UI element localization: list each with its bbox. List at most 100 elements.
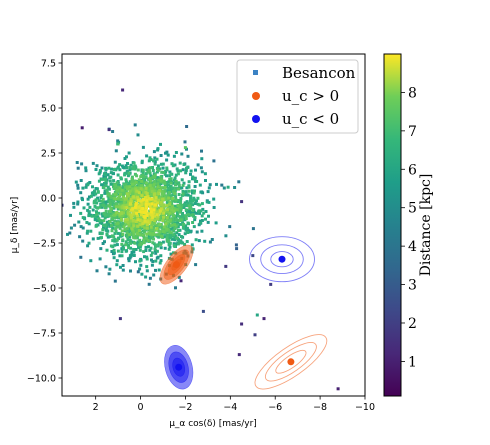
besancon-point [109,182,113,186]
uc-negative-ellipse [249,236,315,283]
besancon-point [174,224,178,228]
besancon-point [228,225,232,229]
besancon-point [153,193,156,197]
besancon-point [107,166,111,170]
colorbar-tick-label: 5 [408,201,417,217]
besancon-point [130,177,134,181]
besancon-point [158,222,162,226]
besancon-point [175,231,179,235]
besancon-point [123,206,127,209]
besancon-point [186,213,190,216]
besancon-point [165,236,169,240]
besancon-point [123,215,127,219]
besancon-point [131,207,135,211]
besancon-point [167,239,171,242]
besancon-point [105,248,109,252]
besancon-point [195,211,199,215]
besancon-point [88,181,92,184]
x-tick-label: −6 [268,402,282,413]
besancon-point [168,174,172,178]
besancon-point [130,175,134,179]
besancon-point [132,210,136,214]
besancon-point [148,205,152,209]
x-tick-label: −10 [355,402,375,413]
besancon-point [101,214,105,218]
besancon-point [145,255,149,259]
besancon-point [74,180,78,184]
besancon-point [220,183,224,187]
besancon-point [79,191,83,195]
besancon-point [186,154,190,158]
besancon-point [148,239,152,243]
besancon-point [125,196,129,200]
besancon-point [91,237,95,241]
besancon-point [116,221,120,225]
besancon-point [186,231,190,234]
besancon-point [116,173,120,177]
besancon-point [143,224,147,228]
besancon-point [133,167,137,171]
besancon-point [150,202,154,206]
colorbar-tick-label: 8 [408,85,417,101]
besancon-point [166,198,170,202]
besancon-outlier-point [116,142,120,146]
besancon-point [138,245,142,249]
besancon-point [148,184,152,188]
besancon-point [162,170,165,174]
besancon-point [129,246,133,250]
uc-positive-point [287,358,295,366]
besancon-point [169,177,173,181]
besancon-point [200,214,204,218]
besancon-point [174,217,178,221]
besancon-point [86,183,90,187]
besancon-point [177,187,180,191]
besancon-point [159,162,163,166]
besancon-point [156,147,160,151]
besancon-point [85,221,89,224]
besancon-point [117,205,121,209]
besancon-point [69,226,73,230]
besancon-point [110,167,113,171]
besancon-point [187,204,191,208]
besancon-point [106,185,110,189]
besancon-point [163,186,167,189]
besancon-point [183,232,187,236]
besancon-point [89,229,93,233]
besancon-point [133,201,137,205]
uc-positive-point [173,261,180,269]
besancon-outlier-point [201,309,205,313]
y-tick-label: −10.0 [27,374,56,385]
besancon-point [138,210,142,213]
besancon-point [116,231,120,235]
besancon-point [197,239,201,243]
besancon-point [157,192,161,196]
besancon-point [111,239,115,243]
besancon-point [108,209,112,213]
legend-marker-besancon [253,70,258,75]
besancon-point [141,222,145,225]
besancon-point [136,195,139,199]
besancon-point [200,170,204,174]
besancon-point [154,249,157,253]
besancon-point [41,188,44,191]
besancon-point [129,163,133,167]
besancon-point [162,205,166,209]
besancon-point [156,164,160,168]
besancon-point [162,215,165,219]
besancon-point [138,259,142,263]
y-tick-label: −5.0 [33,284,56,295]
besancon-point [200,219,204,222]
besancon-point [198,183,202,187]
besancon-point [178,216,182,220]
besancon-point [179,169,183,173]
besancon-point [215,182,218,186]
besancon-point [184,228,188,232]
besancon-point [176,212,179,216]
besancon-point [154,196,158,200]
legend-label-uc-negative: u_c < 0 [282,110,339,128]
besancon-point [98,257,102,261]
besancon-point [96,196,100,200]
besancon-point [144,181,148,185]
besancon-point [136,208,140,212]
